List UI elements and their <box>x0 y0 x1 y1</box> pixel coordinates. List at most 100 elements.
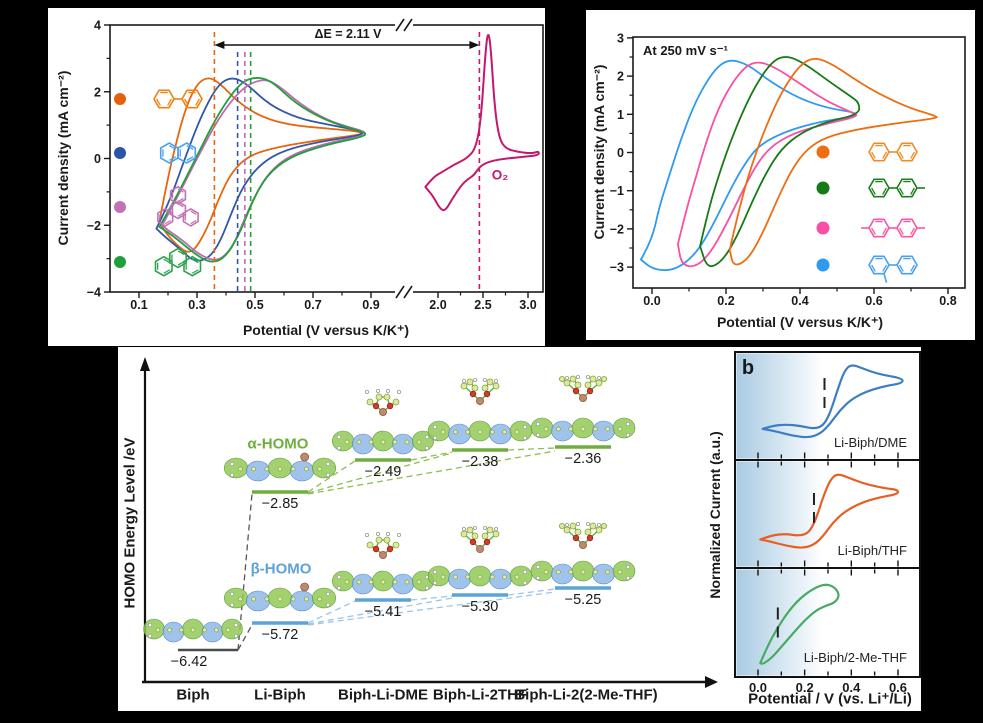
connector-7 <box>307 600 356 624</box>
structure-icon-4,4'-dimethylbiphenyl <box>861 218 925 238</box>
subpanel-label-methf: Li-Biph/2-Me-THF <box>803 650 907 665</box>
svg-text:0.3: 0.3 <box>188 298 205 312</box>
panel-a-legend <box>114 89 203 277</box>
legend-dot-4-methylbiphenyl <box>816 181 830 195</box>
energy-value-beta-Biph-Li-2THF: −5.30 <box>462 599 499 615</box>
energy-value-alpha-Biph-Li-2THF: −2.38 <box>462 454 499 470</box>
legend-dot-triphenylene <box>114 201 126 213</box>
structure-icon-4-methylbiphenyl <box>868 178 925 198</box>
panel-b-cv-chart: 0.0 0.2 0.4 0.6 0.8 −3 −2 −1 0 1 2 3 Current densit… <box>586 10 975 340</box>
svg-text:−1: −1 <box>610 184 624 198</box>
structure-icon-naphthalene <box>159 142 197 164</box>
svg-text:4: 4 <box>94 19 101 33</box>
cv-curve-4,4'-dimethylbiphenyl <box>677 61 858 268</box>
panel-b-legend <box>816 142 925 283</box>
legend-dot-2-methylbiphenyl <box>816 258 830 272</box>
subpanel-frame-2 <box>734 567 921 678</box>
category-biph-li-2methf: Biph-Li-2(2-Me-THF) <box>514 686 658 704</box>
cv-curve-4-methylbiphenyl <box>699 56 861 268</box>
arrowhead-right <box>469 41 480 49</box>
solvent-molecule-2MeTHF-a <box>558 374 607 403</box>
structure-icon-biphenyl <box>868 142 918 162</box>
svg-text:2.0: 2.0 <box>429 298 446 312</box>
panel-a-frame <box>109 24 544 293</box>
solvent-molecule-DME-a <box>364 389 401 417</box>
svg-text:−2: −2 <box>87 219 101 233</box>
energy-value-ground-Biph: −6.42 <box>171 654 208 670</box>
bottom-composite-panel: −6.42 −2.85 −5.72 −2.49 −5.41 −2.38 −5.30 −2.36… <box>118 347 921 711</box>
panel-a-curves <box>155 34 540 263</box>
connector-5 <box>410 451 453 461</box>
connector-8 <box>307 597 453 625</box>
energy-y-arrowhead <box>140 357 150 371</box>
category-biph: Biph <box>176 686 210 704</box>
alpha-homo-label: α-HOMO <box>247 435 309 453</box>
panel-a-y-axis-title: Current density (mA cm⁻²) <box>55 70 71 246</box>
category-biph-li-2thf: Biph-Li-2THF <box>432 686 528 704</box>
svg-text:0.0: 0.0 <box>643 294 660 308</box>
solvent-molecule-DME-b <box>364 531 401 559</box>
svg-text:2.5: 2.5 <box>474 298 491 312</box>
cv-curve-biphenyl <box>728 58 938 266</box>
orbital-isosurface-2THF-alpha <box>427 420 533 445</box>
svg-text:0: 0 <box>94 152 101 166</box>
connector-6 <box>507 447 556 451</box>
svg-text:−3: −3 <box>610 261 624 275</box>
category-li-biph: Li-Biph <box>254 686 306 704</box>
b2-xtick-0.2: 0.2 <box>796 680 814 695</box>
shade-0 <box>736 353 919 459</box>
shade-2 <box>736 569 919 676</box>
svg-text:0.6: 0.6 <box>865 294 882 308</box>
orbital-isosurface-DME-alpha <box>332 430 434 455</box>
orbital-isosurface-2THF-beta <box>427 565 533 590</box>
connector-4 <box>307 450 556 495</box>
orbital-isosurface-2MeTHF-alpha <box>530 417 636 442</box>
connector-0 <box>237 493 253 651</box>
energy-value-alpha-Biph-Li-DME: −2.49 <box>365 464 402 480</box>
connector-10 <box>410 595 453 601</box>
shade-1 <box>736 461 919 567</box>
structure-icon-2-methylbiphenyl <box>868 255 918 283</box>
svg-text:0.8: 0.8 <box>939 294 956 308</box>
panel-letter-b: b <box>741 357 755 379</box>
panel-b-ticks: 0.0 0.2 0.4 0.6 0.8 −3 −2 −1 0 1 2 3 <box>610 31 957 308</box>
svg-text:0.9: 0.9 <box>362 298 379 312</box>
energy-value-beta-Biph-Li-DME: −5.41 <box>365 604 402 620</box>
cv-curve-2-methylbiphenyl <box>640 59 857 272</box>
energy-value-alpha-Biph-Li-2(2-Me-THF): −2.36 <box>565 451 602 467</box>
orbital-isosurface-DME-beta <box>332 570 434 595</box>
solvent-molecule-2THF-a <box>460 377 500 406</box>
structure-icon-triphenylene <box>157 185 199 227</box>
panel-b2-x-axis-title: Potential / V (vs. Li⁺/Li) <box>748 690 912 708</box>
svg-text:0.1: 0.1 <box>130 298 147 312</box>
svg-text:3: 3 <box>617 31 624 45</box>
energy-x-arrowhead <box>705 676 718 688</box>
connector-9 <box>307 591 556 626</box>
panel-a-cv-chart: 0.1 0.3 0.5 0.7 0.9 2.0 2.5 3.0 −4 −2 0 2 4 Current … <box>48 8 545 346</box>
connector-3 <box>307 452 453 494</box>
svg-text:0: 0 <box>617 146 624 160</box>
scan-rate-label: At 250 mV s⁻¹ <box>643 43 728 58</box>
energy-y-axis-title: HOMO Energy Level /eV <box>121 437 139 609</box>
cv-curve-Li-Biph/DME <box>761 364 904 439</box>
svg-text:1: 1 <box>617 108 624 122</box>
energy-value-alpha-Li-Biph: −2.85 <box>262 496 299 512</box>
panel-a-svg: 0.1 0.3 0.5 0.7 0.9 2.0 2.5 3.0 −4 −2 0 2 4 <box>87 19 544 312</box>
orbital-isosurface-Biph <box>143 618 243 643</box>
structure-icon-phenanthrene <box>154 247 202 277</box>
legend-dot-naphthalene <box>114 147 126 159</box>
svg-text:0.5: 0.5 <box>246 298 263 312</box>
cv-curve-O2 <box>424 34 540 212</box>
svg-text:0.4: 0.4 <box>791 294 808 308</box>
cv-curve-phenanthrene <box>158 77 367 263</box>
orbital-isosurface-Li-Biph-beta <box>223 582 337 612</box>
svg-text:3.0: 3.0 <box>519 298 536 312</box>
o2-label: O₂ <box>491 167 509 183</box>
b2-xtick-0.4: 0.4 <box>842 680 861 695</box>
legend-dot-biphenyl <box>816 145 830 159</box>
connector-1 <box>237 624 253 651</box>
category-biph-li-dme: Biph-Li-DME <box>338 686 428 704</box>
solvent-molecule-2THF-b <box>460 525 500 553</box>
cv-curve-Li-Biph/2-Me-THF <box>759 583 840 665</box>
